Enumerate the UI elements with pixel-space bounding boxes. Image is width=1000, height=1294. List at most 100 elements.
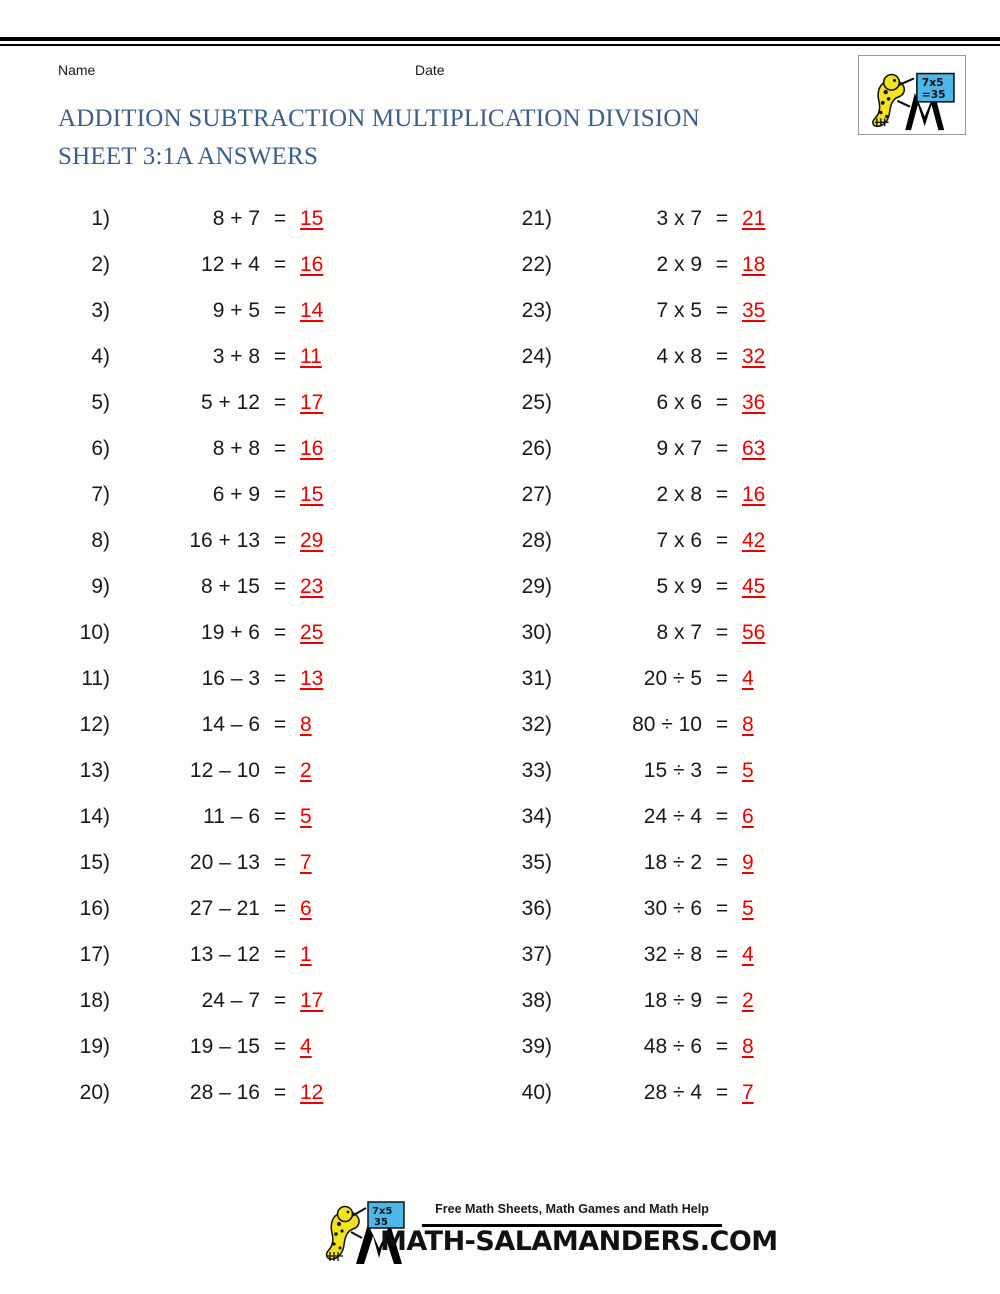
problem-expression: 8 + 8: [212, 437, 260, 460]
footer-salamander-icon: 7x5 35: [322, 1196, 434, 1266]
equals-sign: =: [715, 851, 729, 874]
problem-number: 2): [91, 253, 110, 276]
title-line-2: SHEET 3:1A ANSWERS: [58, 143, 319, 170]
equals-sign: =: [273, 1081, 287, 1104]
problem-expression: 24 ÷ 4: [643, 805, 702, 828]
problem-row: 13) 12 – 10 = 2: [58, 748, 478, 794]
problem-number: 4): [91, 345, 110, 368]
problem-number: 20): [79, 1081, 110, 1104]
problem-expression: 20 – 13: [189, 851, 260, 874]
equals-sign: =: [273, 299, 287, 322]
problem-expression: 19 – 15: [189, 1035, 260, 1058]
problem-number: 22): [521, 253, 552, 276]
equals-sign: =: [273, 897, 287, 920]
problem-number: 15): [79, 851, 110, 874]
problem-row: 34) 24 ÷ 4 = 6: [500, 794, 920, 840]
title-line-1: ADDITION SUBTRACTION MULTIPLICATION DIVI…: [58, 105, 700, 132]
problem-number: 37): [521, 943, 552, 966]
problem-number: 21): [521, 207, 552, 230]
problem-answer: 7: [742, 1081, 754, 1104]
problem-row: 8) 16 + 13 = 29: [58, 518, 478, 564]
equals-sign: =: [273, 759, 287, 782]
problem-number: 18): [79, 989, 110, 1012]
problem-answer: 42: [742, 529, 766, 552]
problem-answer: 4: [742, 667, 754, 690]
problem-row: 7) 6 + 9 = 15: [58, 472, 478, 518]
equals-sign: =: [273, 667, 287, 690]
salamander-chalkboard-icon: 7x5 35: [325, 1201, 405, 1264]
problem-row: 32) 80 ÷ 10 = 8: [500, 702, 920, 748]
problem-row: 37) 32 ÷ 8 = 4: [500, 932, 920, 978]
equals-sign: =: [273, 345, 287, 368]
equals-sign: =: [715, 989, 729, 1012]
problem-number: 27): [521, 483, 552, 506]
problem-expression: 28 ÷ 4: [643, 1081, 702, 1104]
problem-row: 35) 18 ÷ 2 = 9: [500, 840, 920, 886]
problem-row: 27) 2 x 8 = 16: [500, 472, 920, 518]
problem-row: 33) 15 ÷ 3 = 5: [500, 748, 920, 794]
problem-answer: 8: [742, 1035, 754, 1058]
problem-answer: 7: [300, 851, 312, 874]
equals-sign: =: [273, 943, 287, 966]
problem-row: 31) 20 ÷ 5 = 4: [500, 656, 920, 702]
problem-answer: 1: [300, 943, 312, 966]
problem-number: 33): [521, 759, 552, 782]
problem-answer: 35: [742, 299, 766, 322]
problem-number: 26): [521, 437, 552, 460]
problem-answer: 17: [300, 989, 324, 1012]
problem-number: 17): [79, 943, 110, 966]
header-rule-thin: [0, 44, 1000, 46]
problem-answer: 11: [300, 345, 322, 368]
problem-row: 19) 19 – 15 = 4: [58, 1024, 478, 1070]
equals-sign: =: [273, 575, 287, 598]
problem-expression: 12 + 4: [201, 253, 260, 276]
footer-branding: 7x5 35 Free Math Sheets, Math Games and …: [322, 1194, 778, 1266]
problem-number: 28): [521, 529, 552, 552]
problem-answer: 25: [300, 621, 324, 644]
problem-answer: 12: [300, 1081, 324, 1104]
problem-expression: 6 + 9: [212, 483, 260, 506]
problem-expression: 8 + 15: [201, 575, 260, 598]
problem-number: 14): [79, 805, 110, 828]
problem-expression: 15 ÷ 3: [643, 759, 702, 782]
problem-row: 36) 30 ÷ 6 = 5: [500, 886, 920, 932]
problem-answer: 15: [300, 207, 324, 230]
problem-number: 24): [521, 345, 552, 368]
problem-expression: 48 ÷ 6: [643, 1035, 702, 1058]
problem-expression: 18 ÷ 2: [643, 851, 702, 874]
problem-answer: 21: [742, 207, 766, 230]
problem-number: 32): [521, 713, 552, 736]
problem-expression: 11 – 6: [203, 805, 260, 828]
problem-number: 6): [91, 437, 110, 460]
problem-number: 39): [521, 1035, 552, 1058]
equals-sign: =: [715, 759, 729, 782]
problem-row: 25) 6 x 6 = 36: [500, 380, 920, 426]
problem-row: 2) 12 + 4 = 16: [58, 242, 478, 288]
problem-number: 8): [91, 529, 110, 552]
equals-sign: =: [715, 207, 729, 230]
problem-number: 38): [521, 989, 552, 1012]
problem-row: 1) 8 + 7 = 15: [58, 196, 478, 242]
problem-number: 19): [79, 1035, 110, 1058]
problem-answer: 16: [300, 253, 324, 276]
problem-expression: 2 x 8: [656, 483, 702, 506]
equals-sign: =: [715, 897, 729, 920]
problem-row: 5) 5 + 12 = 17: [58, 380, 478, 426]
problem-number: 40): [521, 1081, 552, 1104]
problem-row: 12) 14 – 6 = 8: [58, 702, 478, 748]
problem-expression: 16 – 3: [201, 667, 260, 690]
equals-sign: =: [273, 851, 287, 874]
problem-expression: 12 – 10: [189, 759, 260, 782]
problem-answer: 5: [742, 897, 754, 920]
equals-sign: =: [715, 253, 729, 276]
equals-sign: =: [715, 575, 729, 598]
problem-row: 6) 8 + 8 = 16: [58, 426, 478, 472]
equals-sign: =: [273, 391, 287, 414]
salamander-chalkboard-icon: 7x5 =35: [872, 72, 955, 131]
problem-expression: 18 ÷ 9: [643, 989, 702, 1012]
equals-sign: =: [715, 1081, 729, 1104]
name-label: Name: [58, 62, 96, 78]
problem-number: 9): [91, 575, 110, 598]
problem-expression: 30 ÷ 6: [643, 897, 702, 920]
